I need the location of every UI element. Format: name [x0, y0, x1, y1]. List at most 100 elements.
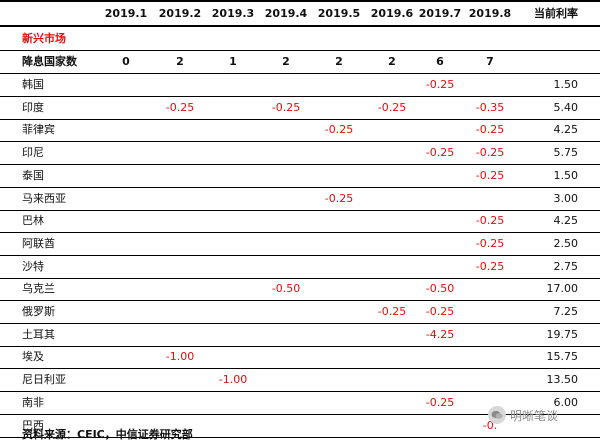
rate-change-cell [256, 369, 316, 391]
rate-change-cell: -1.00 [218, 373, 248, 387]
rate-change-cell [256, 233, 316, 255]
header-2019-8: 2019.8 [468, 7, 512, 20]
rate-change-cell [256, 188, 316, 210]
country-name: 俄罗斯 [22, 305, 55, 318]
country-name: 印尼 [22, 146, 44, 160]
rate-change-cell [460, 301, 520, 323]
rate-change-cell [256, 415, 316, 437]
rate-change-cell [309, 392, 369, 414]
table-row: 韩国 -0.25 1.50 [0, 74, 600, 97]
rate-change-cell: -0.50 [271, 282, 301, 296]
count-cell: 6 [436, 55, 444, 68]
rate-change-cell [203, 278, 263, 300]
rate-change-cell [203, 392, 263, 414]
rate-change-cell: -0.25 [475, 259, 505, 273]
rate-change-cell [256, 210, 316, 232]
rate-change-cell [96, 210, 156, 232]
rate-change-cell: -0.25 [425, 146, 455, 160]
rate-change-cell [203, 346, 263, 368]
rate-change-cell [96, 142, 156, 164]
rate-change-cell [460, 74, 520, 96]
rate-change-cell [256, 142, 316, 164]
country-name: 阿联酋 [22, 236, 55, 250]
rate-change-cell [96, 324, 156, 346]
count-cell: 2 [176, 55, 184, 68]
table-header-row: 2019.1 2019.2 2019.3 2019.4 2019.5 2019.… [0, 3, 600, 27]
rate-change-cell [460, 278, 520, 300]
count-cell: 0 [122, 55, 130, 68]
rate-change-cell [256, 165, 316, 187]
rate-change-cell [150, 165, 210, 187]
table-row: 土耳其 -4.25 19.75 [0, 324, 600, 347]
count-label: 降息国家数 [22, 55, 77, 68]
rate-change-cell [96, 278, 156, 300]
country-name: 菲律宾 [22, 123, 55, 137]
country-name: 泰国 [22, 168, 44, 182]
table-row: 印尼 -0.25 -0.25 5.75 [0, 142, 600, 166]
current-rate-cell: 7.25 [553, 305, 579, 318]
rate-change-cell [203, 256, 263, 278]
rate-change-cell [309, 278, 369, 300]
table-row: 菲律宾 -0.25 -0.25 4.25 [0, 119, 600, 143]
header-2019-5: 2019.5 [317, 7, 361, 20]
table-row: 马来西亚 -0.25 3.00 [0, 188, 600, 211]
rate-change-cell [309, 256, 369, 278]
country-name: 土耳其 [22, 327, 55, 341]
rate-change-cell [309, 346, 369, 368]
rate-change-cell [150, 256, 210, 278]
rate-change-cell [150, 142, 210, 164]
country-name: 印度 [22, 100, 44, 114]
rate-change-cell [460, 188, 520, 210]
rate-change-cell [460, 369, 520, 391]
current-rate-cell: 2.75 [553, 259, 579, 273]
rate-change-cell [309, 210, 369, 232]
current-rate-cell: 17.00 [546, 282, 579, 296]
rate-change-cell [309, 369, 369, 391]
rate-change-cell [203, 165, 263, 187]
rate-change-cell [203, 210, 263, 232]
rate-change-cell [309, 233, 369, 255]
rate-change-cell [150, 210, 210, 232]
rate-change-cell [96, 233, 156, 255]
rate-change-cell [96, 256, 156, 278]
rate-change-cell: -0.25 [377, 305, 407, 318]
rate-change-cell [256, 392, 316, 414]
rate-change-cell [96, 392, 156, 414]
current-rate-cell: 6.00 [553, 395, 579, 409]
rate-change-cell [96, 119, 156, 141]
country-name: 韩国 [22, 78, 44, 91]
count-cell: 2 [335, 55, 343, 68]
rate-change-cell [203, 97, 263, 119]
rate-change-cell: -0.25 [475, 214, 505, 228]
wechat-icon [488, 406, 506, 424]
rate-change-cell [256, 74, 316, 96]
current-rate-cell: 19.75 [546, 327, 579, 341]
country-name: 尼日利亚 [22, 373, 66, 387]
current-rate-cell: 15.75 [546, 350, 579, 364]
current-rate-cell: 4.25 [553, 123, 579, 137]
rate-change-cell [150, 301, 210, 323]
table-row: 南非 -0.25 6.00 [0, 392, 600, 415]
rate-change-cell [309, 142, 369, 164]
rate-change-cell [309, 165, 369, 187]
rate-change-cell [150, 369, 210, 391]
country-name: 南非 [22, 395, 44, 409]
rate-change-cell [203, 142, 263, 164]
rate-change-cell: -0.25 [475, 146, 505, 160]
rate-change-cell [203, 233, 263, 255]
rate-change-cell [96, 188, 156, 210]
country-name: 巴林 [22, 214, 44, 228]
country-name: 巴西 [22, 418, 44, 432]
current-rate-cell: 5.40 [553, 100, 579, 114]
country-name: 沙特 [22, 259, 44, 273]
current-rate-cell: 1.50 [553, 168, 579, 182]
rate-change-cell [309, 324, 369, 346]
header-2019-7: 2019.7 [418, 7, 462, 20]
header-current-rate: 当前利率 [534, 7, 578, 20]
rate-change-cell: -0.25 [425, 395, 455, 409]
source-note: 资料来源：CEIC，中信证券研究部 [22, 428, 193, 441]
rate-change-cell: -0.35 [475, 100, 505, 114]
rate-change-cell [150, 392, 210, 414]
rate-change-cell: -0.50 [425, 282, 455, 296]
country-name: 埃及 [22, 350, 44, 364]
